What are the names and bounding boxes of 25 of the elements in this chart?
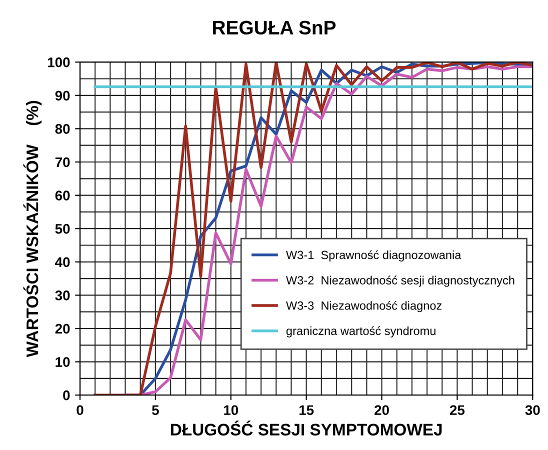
x-tick-label: 20 [374,405,389,416]
y-tick-label: 20 [55,324,70,334]
y-tick-label: 30 [55,290,70,300]
y-tick-label: 80 [55,124,70,134]
y-tick-label: 50 [55,224,70,234]
y-tick-label: 60 [55,190,70,200]
y-axis-title: WARTOŚCI WSKAŹNIKÓW (%) [23,100,42,358]
x-tick-label: 10 [224,405,238,416]
legend-label: graniczna wartość syndromu [286,326,436,338]
x-tick-label: 15 [299,405,314,416]
y-tick-label: 0 [63,390,70,400]
legend-label: W3-1 Sprawność diagnozowania [286,250,462,262]
x-tick-label: 30 [525,405,540,416]
x-tick-label: 5 [152,405,159,416]
x-tick-label: 0 [76,405,84,416]
y-tick-label: 40 [55,257,70,268]
y-tick-label: 10 [56,357,70,367]
x-tick-label: 25 [450,405,465,416]
legend-label: W3-2 Niezawodność sesji diagnostycznych [286,276,514,287]
y-tick-label: 100 [48,57,70,68]
y-tick-label: 90 [55,90,70,101]
legend-label: W3-3 Niezawodność diagnoz [286,300,442,312]
chart-title: REGUŁA SnP [213,20,336,35]
x-axis-title: DŁUGOŚĆ SESJI SYMPTOMOWEJ [171,420,442,436]
y-tick-label: 70 [55,157,70,168]
